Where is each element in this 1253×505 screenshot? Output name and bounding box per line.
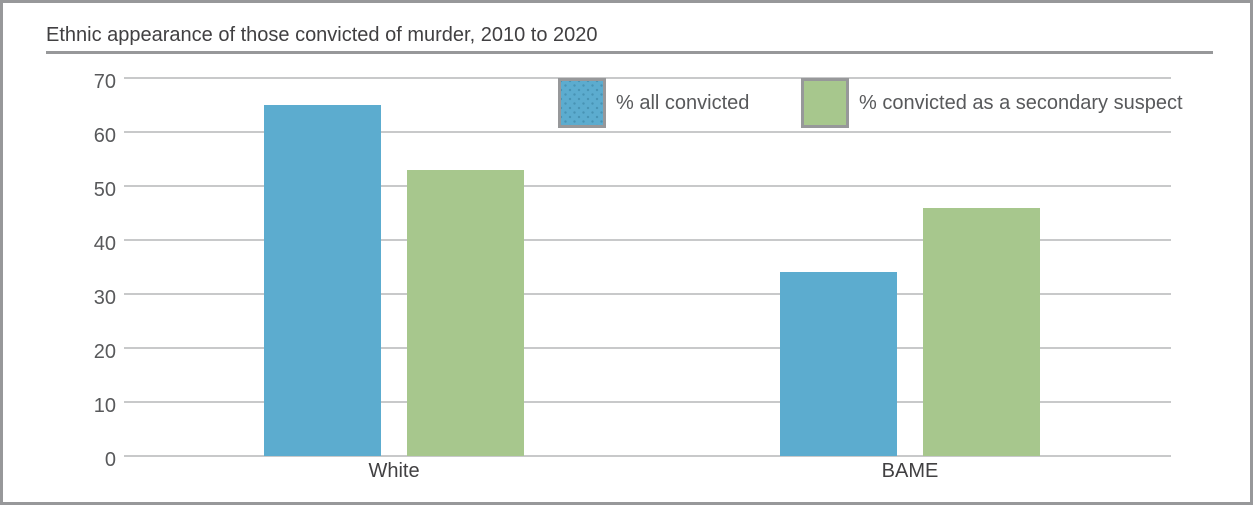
y-tick-label-30: 30 — [93, 287, 116, 309]
chart-title: Ethnic appearance of those convicted of … — [46, 24, 598, 46]
y-tick-label-0: 0 — [104, 449, 116, 471]
y-tick-label-70: 70 — [93, 71, 116, 93]
legend-item-secondary-suspect: % convicted as a secondary suspect — [801, 78, 1183, 128]
x-category-label-white: White — [368, 460, 420, 482]
y-tick-label-60: 60 — [93, 125, 116, 147]
plot-area: 0 10 20 30 40 50 60 70 White BAME — [3, 3, 1250, 502]
gridline-y50 — [124, 185, 1171, 187]
gridline-y40 — [124, 239, 1171, 241]
bar-bame-series0 — [780, 272, 897, 456]
legend-label-secondary-suspect: % convicted as a secondary suspect — [859, 91, 1183, 114]
gridline-y70 — [124, 77, 1171, 79]
y-tick-label-50: 50 — [93, 179, 116, 201]
gridline-y20 — [124, 347, 1171, 349]
legend-swatch-all-convicted — [558, 78, 606, 128]
gridline-y30 — [124, 293, 1171, 295]
legend-swatch-secondary-suspect — [801, 78, 849, 128]
gridline-y0 — [124, 455, 1171, 457]
x-category-label-bame: BAME — [881, 460, 939, 482]
y-tick-label-20: 20 — [93, 341, 116, 363]
bar-white-series1 — [407, 169, 524, 456]
y-tick-label-10: 10 — [93, 395, 116, 417]
bar-white-series0 — [264, 105, 381, 456]
legend-item-all-convicted: % all convicted — [558, 78, 749, 128]
legend-label-all-convicted: % all convicted — [616, 91, 750, 114]
title-underline — [46, 51, 1213, 54]
bar-bame-series1 — [923, 207, 1040, 456]
gridline-y10 — [124, 401, 1171, 403]
y-tick-label-40: 40 — [93, 233, 116, 255]
gridline-y60 — [124, 131, 1171, 133]
